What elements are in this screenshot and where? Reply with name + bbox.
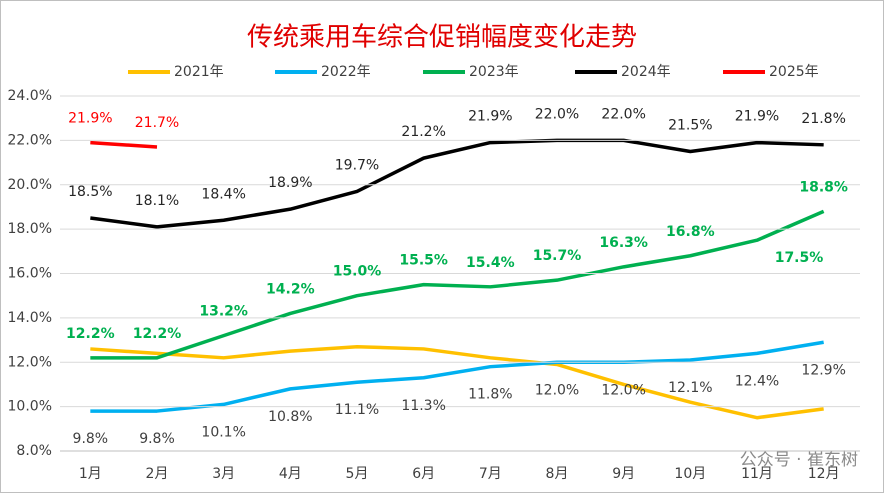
data-label: 12.2%: [66, 326, 115, 342]
data-label: 12.0%: [535, 382, 579, 398]
chart-title: 传统乘用车综合促销幅度变化走势: [247, 23, 637, 53]
x-tick-label: 1月: [79, 466, 102, 482]
series-line: [90, 209, 825, 360]
data-label: 21.7%: [135, 115, 179, 131]
y-tick-label: 8.0%: [16, 443, 52, 459]
data-label: 21.9%: [68, 111, 112, 127]
data-label: 19.7%: [335, 157, 379, 173]
data-label: 18.9%: [268, 175, 312, 191]
data-label: 21.9%: [735, 109, 779, 125]
y-tick-label: 10.0%: [8, 399, 52, 415]
legend-label: 2021年: [174, 64, 224, 80]
y-tick-label: 14.0%: [8, 310, 52, 326]
data-label: 12.9%: [801, 362, 845, 378]
data-label: 21.5%: [668, 117, 712, 133]
x-tick-label: 3月: [212, 466, 235, 482]
data-label: 18.4%: [201, 186, 245, 202]
legend-label: 2022年: [321, 64, 371, 80]
data-label: 11.1%: [335, 402, 379, 418]
series-line: [90, 344, 824, 420]
legend-label: 2023年: [469, 64, 519, 80]
x-tick-label: 10月: [674, 466, 706, 482]
data-label: 22.0%: [601, 106, 645, 122]
y-tick-label: 20.0%: [8, 177, 52, 193]
series-line: [90, 340, 824, 413]
data-label: 22.0%: [535, 106, 579, 122]
y-tick-label: 18.0%: [8, 221, 52, 237]
data-label: 11.3%: [401, 398, 445, 414]
data-label: 18.1%: [135, 193, 179, 209]
y-tick-label: 22.0%: [8, 132, 52, 148]
x-tick-label: 5月: [346, 466, 369, 482]
data-label: 12.1%: [668, 380, 712, 396]
legend-label: 2024年: [621, 64, 671, 80]
x-tick-label: 7月: [479, 466, 502, 482]
x-tick-label: 6月: [412, 466, 435, 482]
x-tick-label: 9月: [612, 466, 635, 482]
data-label: 10.1%: [201, 424, 245, 440]
legend-label: 2025年: [769, 64, 819, 80]
data-label: 21.2%: [401, 124, 445, 140]
x-tick-label: 8月: [546, 466, 569, 482]
data-label: 12.0%: [601, 382, 645, 398]
y-tick-label: 16.0%: [8, 266, 52, 282]
x-tick-label: 2月: [146, 466, 169, 482]
data-label: 17.5%: [775, 250, 824, 266]
data-label: 21.8%: [801, 111, 845, 127]
x-tick-label: 4月: [279, 466, 302, 482]
data-label: 12.4%: [735, 373, 779, 389]
data-label: 16.3%: [599, 235, 648, 251]
watermark: 公众号 · 崔东树: [740, 450, 858, 470]
data-label: 18.5%: [68, 184, 112, 200]
x-tick-label: 11月: [741, 466, 773, 482]
data-label: 15.7%: [533, 248, 582, 264]
y-tick-label: 24.0%: [8, 88, 52, 104]
y-tick-label: 12.0%: [8, 354, 52, 370]
data-label: 10.8%: [268, 409, 312, 425]
data-label: 13.2%: [199, 304, 248, 320]
data-label: 15.4%: [466, 255, 515, 271]
series-line: [90, 138, 824, 229]
series-line: [90, 140, 158, 149]
data-label: 11.8%: [468, 387, 512, 403]
data-label: 15.5%: [399, 253, 448, 269]
x-tick-label: 12月: [808, 466, 840, 482]
data-label: 14.2%: [266, 281, 315, 297]
data-label: 12.2%: [133, 326, 182, 342]
data-label: 21.9%: [468, 109, 512, 125]
data-label: 9.8%: [73, 431, 109, 447]
data-label: 15.0%: [333, 264, 382, 280]
data-label: 18.8%: [799, 179, 848, 195]
data-label: 9.8%: [139, 431, 175, 447]
data-label: 16.8%: [666, 224, 715, 240]
